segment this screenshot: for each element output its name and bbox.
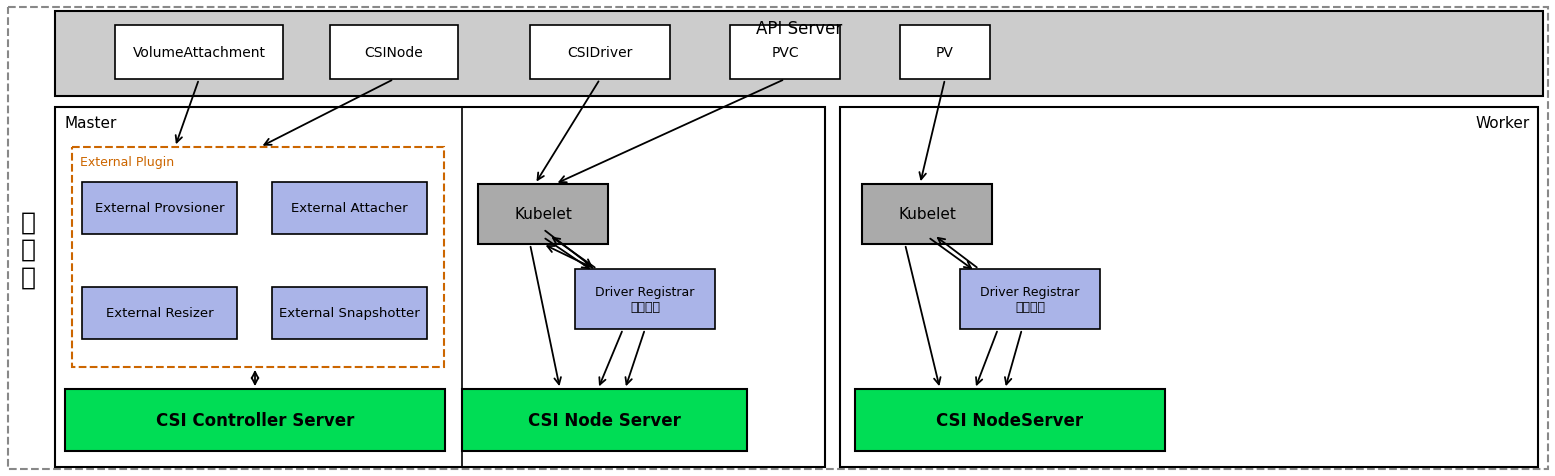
Text: API Server: API Server [756, 20, 843, 38]
Bar [477, 185, 608, 245]
Bar [575, 269, 715, 329]
Text: Driver Registrar
（注册）: Driver Registrar （注册） [980, 286, 1079, 313]
Bar [840, 108, 1538, 467]
Text: External Plugin: External Plugin [79, 156, 174, 169]
Text: External Attacher: External Attacher [291, 202, 407, 215]
Bar [729, 26, 840, 80]
Bar [72, 148, 445, 367]
Bar [82, 288, 236, 339]
Bar [959, 269, 1099, 329]
Text: Master: Master [65, 116, 117, 131]
Bar [82, 183, 236, 235]
Text: CSIDriver: CSIDriver [568, 46, 633, 60]
Text: PV: PV [936, 46, 953, 60]
Text: CSI Node Server: CSI Node Server [529, 411, 681, 429]
Text: External Snapshotter: External Snapshotter [280, 307, 420, 320]
Text: External Resizer: External Resizer [106, 307, 213, 320]
Text: CSI NodeServer: CSI NodeServer [936, 411, 1084, 429]
Text: CSINode: CSINode [364, 46, 423, 60]
Text: VolumeAttachment: VolumeAttachment [132, 46, 266, 60]
Text: Kubelet: Kubelet [515, 207, 572, 222]
Bar [54, 108, 826, 467]
Bar [855, 389, 1165, 451]
Bar [115, 26, 283, 80]
Bar [65, 389, 445, 451]
Text: Worker: Worker [1476, 116, 1530, 131]
Bar [861, 185, 992, 245]
Bar [530, 26, 670, 80]
Bar [330, 26, 459, 80]
Text: PVC: PVC [771, 46, 799, 60]
Text: Kubelet: Kubelet [899, 207, 956, 222]
Bar [272, 183, 428, 235]
Bar [462, 389, 746, 451]
Text: CSI Controller Server: CSI Controller Server [156, 411, 355, 429]
Text: 块
存
储: 块 存 储 [20, 210, 36, 289]
Text: External Provsioner: External Provsioner [95, 202, 224, 215]
Bar [900, 26, 991, 80]
Bar [272, 288, 428, 339]
Bar [54, 12, 1543, 97]
Text: Driver Registrar
（注册）: Driver Registrar （注册） [596, 286, 695, 313]
